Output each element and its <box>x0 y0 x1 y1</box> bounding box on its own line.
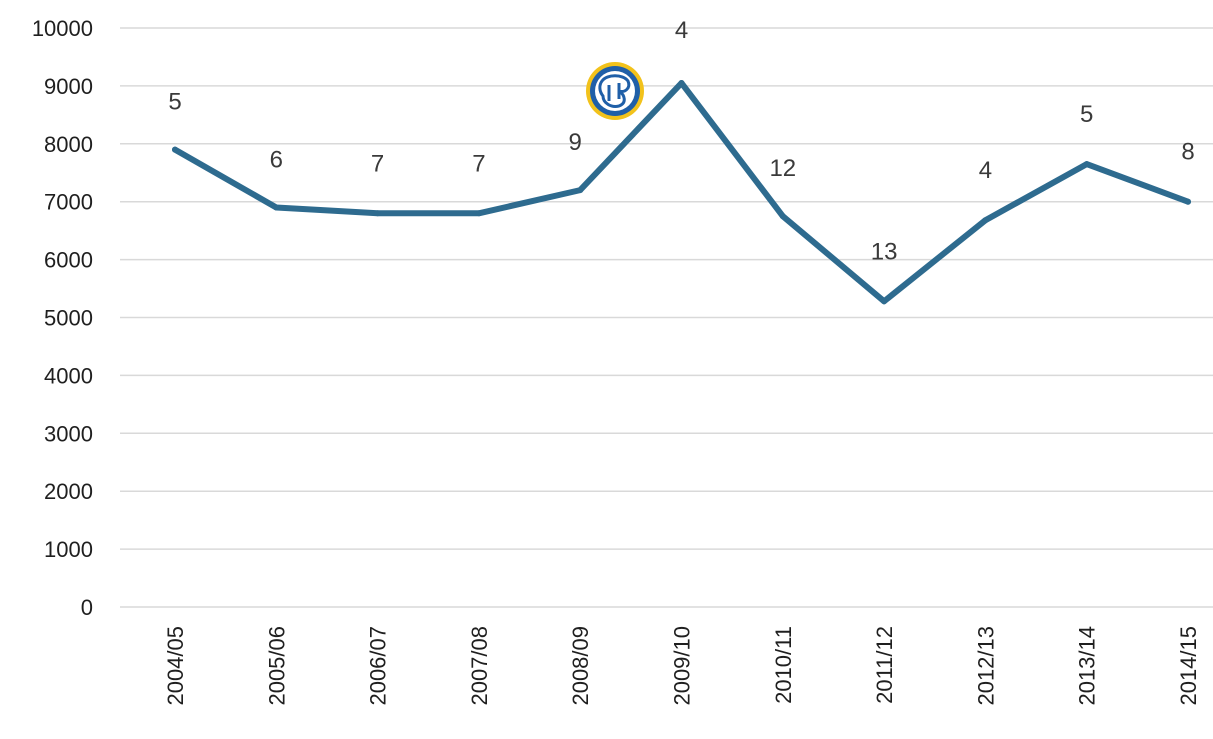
data-point <box>577 187 584 194</box>
club-crest-icon <box>586 62 644 120</box>
x-axis-tick-labels: 2004/05 2005/06 2006/07 2007/08 2008/09 2009/… <box>163 626 1201 706</box>
series-layer <box>172 80 1191 305</box>
x-tick-label: 2010/11 <box>771 626 796 704</box>
data-label: 9 <box>569 129 582 156</box>
data-point <box>881 298 888 305</box>
data-point <box>1083 161 1090 168</box>
data-point <box>273 204 280 211</box>
y-tick-label: 8000 <box>44 132 93 157</box>
x-tick-label: 2007/08 <box>467 626 492 706</box>
x-tick-label: 2013/14 <box>1075 626 1100 706</box>
data-point <box>374 210 381 217</box>
data-label: 4 <box>979 157 992 184</box>
data-label: 5 <box>1080 101 1093 128</box>
y-tick-label: 2000 <box>44 479 93 504</box>
x-tick-label: 2009/10 <box>670 626 695 706</box>
x-tick-label: 2014/15 <box>1176 626 1201 706</box>
y-tick-label: 0 <box>81 595 93 620</box>
y-tick-label: 6000 <box>44 248 93 273</box>
x-tick-label: 2011/12 <box>872 626 897 704</box>
x-tick-label: 2005/06 <box>264 626 289 706</box>
x-tick-label: 2008/09 <box>568 626 593 706</box>
y-tick-label: 10000 <box>32 16 93 41</box>
x-tick-label: 2012/13 <box>973 626 998 706</box>
data-point <box>475 210 482 217</box>
data-point <box>1185 198 1191 205</box>
y-tick-label: 9000 <box>44 74 93 99</box>
data-point <box>678 80 685 87</box>
data-label: 4 <box>675 17 688 44</box>
data-point <box>982 217 989 224</box>
data-labels: 5 6 7 7 9 4 12 13 4 5 8 <box>168 17 1194 265</box>
data-point <box>779 213 786 220</box>
y-tick-label: 7000 <box>44 190 93 215</box>
y-tick-label: 3000 <box>44 421 93 446</box>
data-label: 5 <box>168 89 181 116</box>
data-label: 13 <box>871 238 898 265</box>
series-line <box>172 80 1191 305</box>
y-axis-tick-labels: 0 1000 2000 3000 4000 5000 6000 7000 8000 9000 100… <box>32 16 93 620</box>
data-point <box>172 146 178 153</box>
gridlines <box>120 27 1213 608</box>
data-label: 6 <box>270 146 283 173</box>
y-tick-label: 4000 <box>44 363 93 388</box>
x-tick-label: 2006/07 <box>366 626 391 706</box>
data-label: 8 <box>1181 139 1194 166</box>
data-label: 7 <box>472 150 485 177</box>
x-tick-label: 2004/05 <box>163 626 188 706</box>
y-tick-label: 5000 <box>44 306 93 331</box>
data-label: 12 <box>769 155 796 182</box>
y-tick-label: 1000 <box>44 537 93 562</box>
data-label: 7 <box>371 150 384 177</box>
